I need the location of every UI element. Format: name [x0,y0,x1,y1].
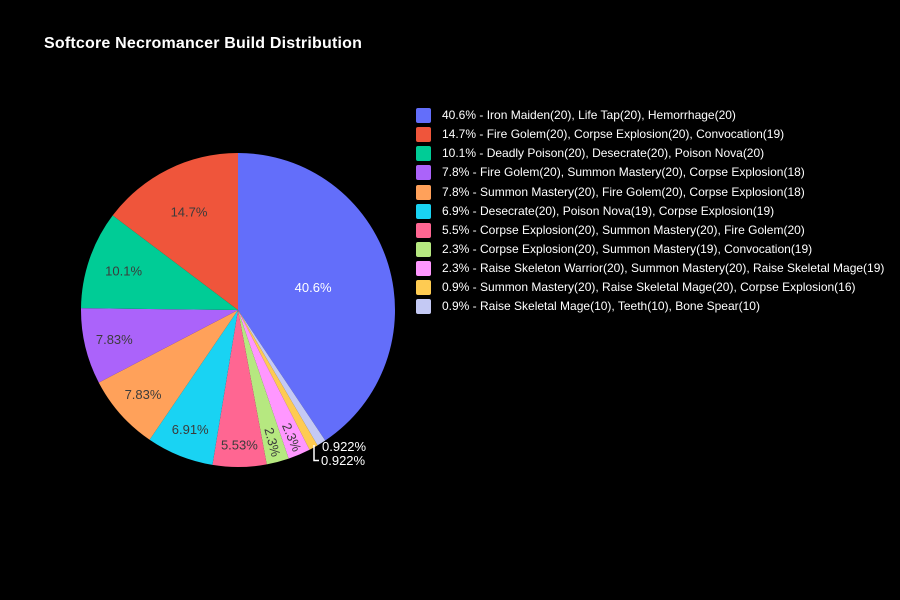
legend-label: 6.9% - Desecrate(20), Poison Nova(19), C… [442,203,775,218]
legend-label: 0.9% - Summon Mastery(20), Raise Skeleta… [442,280,856,295]
pie-slice-4[interactable] [80,308,238,383]
legend-label: 2.3% - Corpse Explosion(20), Summon Mast… [442,241,813,256]
pie-slice-9[interactable] [238,310,310,459]
slice-percent-label-10: 0.922% [321,453,366,468]
legend-swatch [416,165,431,181]
legend-item-5[interactable]: 7.8% - Summon Mastery(20), Fire Golem(20… [416,184,884,200]
pie-slice-11[interactable] [238,310,326,446]
pie-slice-5[interactable] [98,310,238,440]
slice-percent-label-11: 0.922% [322,439,367,454]
legend-label: 40.6% - Iron Maiden(20), Life Tap(20), H… [442,108,736,122]
legend-item-8[interactable]: 2.3% - Corpse Explosion(20), Summon Mast… [416,241,884,257]
chart-title: Softcore Necromancer Build Distribution [44,35,363,52]
legend: 40.6% - Iron Maiden(20), Life Tap(20), H… [416,108,885,315]
legend-label: 5.5% - Corpse Explosion(20), Summon Mast… [442,222,805,237]
pie-slice-2[interactable] [112,153,238,310]
legend-swatch [416,184,431,200]
pie-slice-3[interactable] [81,215,238,310]
legend-item-1[interactable]: 40.6% - Iron Maiden(20), Life Tap(20), H… [416,108,884,123]
pie-slice-7[interactable] [212,310,267,467]
legend-item-6[interactable]: 6.9% - Desecrate(20), Poison Nova(19), C… [416,203,884,219]
legend-item-11[interactable]: 0.9% - Raise Skeletal Mage(10), Teeth(10… [416,299,884,315]
pie-slice-1[interactable] [238,153,395,441]
legend-swatch [416,241,431,257]
legend-swatch [416,280,431,296]
legend-label: 2.3% - Raise Skeleton Warrior(20), Summo… [442,261,885,276]
legend-label: 10.1% - Deadly Poison(20), Desecrate(20)… [442,146,765,161]
legend-swatch [416,203,431,219]
label-leader-line [313,445,319,462]
legend-item-3[interactable]: 10.1% - Deadly Poison(20), Desecrate(20)… [416,146,884,162]
legend-item-4[interactable]: 7.8% - Fire Golem(20), Summon Mastery(20… [416,165,884,181]
legend-label: 0.9% - Raise Skeletal Mage(10), Teeth(10… [442,299,760,314]
legend-label: 14.7% - Fire Golem(20), Corpse Explosion… [442,127,785,142]
legend-swatch [416,299,431,315]
legend-label: 7.8% - Summon Mastery(20), Fire Golem(20… [442,184,805,199]
legend-swatch [416,222,431,238]
legend-swatch [416,127,431,143]
legend-item-7[interactable]: 5.5% - Corpse Explosion(20), Summon Mast… [416,222,884,238]
legend-item-2[interactable]: 14.7% - Fire Golem(20), Corpse Explosion… [416,127,884,143]
pie-slice-10[interactable] [238,310,318,450]
legend-swatch [416,261,431,277]
legend-swatch [416,146,431,162]
pie-slice-6[interactable] [149,310,238,465]
pie-slice-8[interactable] [238,310,289,465]
legend-item-9[interactable]: 2.3% - Raise Skeleton Warrior(20), Summo… [416,261,885,277]
legend-label: 7.8% - Fire Golem(20), Summon Mastery(20… [442,165,805,180]
legend-swatch [416,108,431,123]
legend-item-10[interactable]: 0.9% - Summon Mastery(20), Raise Skeleta… [416,280,884,296]
